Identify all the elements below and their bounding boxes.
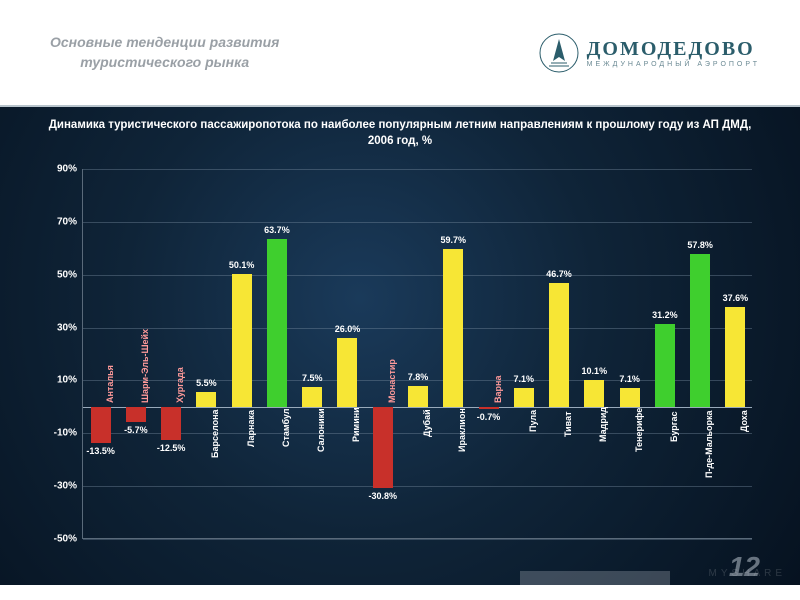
logo-icon: [539, 33, 579, 73]
bar-value-label: 7.5%: [302, 373, 323, 383]
bar-value-label: -13.5%: [86, 446, 115, 456]
bar-value-label: 7.8%: [408, 372, 429, 382]
category-label: Анталья: [105, 365, 115, 403]
bar: [443, 249, 463, 407]
gridline: [83, 433, 752, 434]
ytick-label: -10%: [54, 428, 77, 439]
category-label: Римини: [351, 407, 361, 442]
ytick-label: -50%: [54, 534, 77, 545]
plot-area: -50%-30%-10%10%30%50%70%90%-13.5%Анталья…: [82, 169, 752, 539]
gridline: [83, 169, 752, 170]
bar: [479, 407, 499, 409]
watermark: MYSHARE: [709, 568, 786, 579]
zero-line: [83, 407, 752, 408]
category-label: Барселона: [210, 409, 220, 458]
slide-title-line1: Основные тенденции развития: [50, 34, 279, 50]
ytick-label: 30%: [57, 322, 77, 333]
logo: ДОМОДЕДОВО МЕЖДУНАРОДНЫЙ АЭРОПОРТ: [539, 33, 760, 73]
footer-block: [520, 571, 670, 585]
slide-title-line2: туристического рынка: [80, 54, 249, 70]
bar-value-label: 37.6%: [723, 293, 749, 303]
category-label: Салоники: [316, 409, 326, 453]
bar-value-label: 50.1%: [229, 260, 255, 270]
ytick-label: 70%: [57, 216, 77, 227]
bar-value-label: 5.5%: [196, 378, 217, 388]
bar-value-label: 7.1%: [619, 374, 640, 384]
logo-subtitle: МЕЖДУНАРОДНЫЙ АЭРОПОРТ: [587, 61, 760, 68]
gridline: [83, 328, 752, 329]
category-label: Хургада: [175, 367, 185, 403]
bar-value-label: -0.7%: [477, 412, 501, 422]
logo-text-wrap: ДОМОДЕДОВО МЕЖДУНАРОДНЫЙ АЭРОПОРТ: [587, 38, 760, 68]
bar-value-label: 26.0%: [335, 324, 361, 334]
category-label: Ларнака: [246, 410, 256, 447]
gridline: [83, 222, 752, 223]
category-label: Бургас: [669, 412, 679, 443]
chart-title: Динамика туристического пассажиропотока …: [0, 107, 800, 155]
bar-value-label: 7.1%: [514, 374, 535, 384]
category-label: П-де-Мальорка: [704, 411, 714, 479]
category-label: Стамбул: [281, 409, 291, 448]
bar: [408, 386, 428, 407]
bar: [267, 239, 287, 407]
bar: [514, 388, 534, 407]
category-label: Мадрид: [598, 407, 608, 442]
bar: [549, 283, 569, 406]
bar: [584, 380, 604, 407]
bar-value-label: 10.1%: [582, 366, 608, 376]
bar: [725, 307, 745, 406]
category-label: Ираклион: [457, 409, 467, 453]
category-label: Варна: [493, 375, 503, 402]
bar: [161, 407, 181, 440]
category-label: Доха: [739, 410, 749, 432]
bar-value-label: 31.2%: [652, 310, 678, 320]
gridline: [83, 539, 752, 540]
bar-value-label: -5.7%: [124, 425, 148, 435]
bar-value-label: -30.8%: [368, 491, 397, 501]
gridline: [83, 486, 752, 487]
bar: [196, 392, 216, 407]
bar-value-label: -12.5%: [157, 443, 186, 453]
bar-value-label: 57.8%: [687, 240, 713, 250]
chart-area: Динамика туристического пассажиропотока …: [0, 105, 800, 585]
category-label: Дубай: [422, 409, 432, 437]
bar: [337, 338, 357, 407]
bar: [302, 387, 322, 407]
bar: [373, 407, 393, 488]
category-label: Пула: [528, 410, 538, 432]
bar-value-label: 59.7%: [440, 235, 466, 245]
slide-title: Основные тенденции развития туристическо…: [50, 33, 279, 72]
bar-value-label: 63.7%: [264, 225, 290, 235]
category-label: Монастир: [387, 359, 397, 403]
bar: [126, 407, 146, 422]
ytick-label: -30%: [54, 481, 77, 492]
header: Основные тенденции развития туристическо…: [0, 0, 800, 105]
category-label: Тенерифе: [634, 408, 644, 452]
ytick-label: 50%: [57, 269, 77, 280]
category-label: Шарм-Эль-Шейх: [140, 329, 150, 403]
bar: [620, 388, 640, 407]
logo-text: ДОМОДЕДОВО: [587, 38, 760, 61]
category-label: Тиват: [563, 411, 573, 437]
bar: [232, 274, 252, 406]
ytick-label: 90%: [57, 164, 77, 175]
bar-value-label: 46.7%: [546, 269, 572, 279]
bar: [655, 324, 675, 406]
bar: [91, 407, 111, 443]
bar: [690, 254, 710, 407]
gridline: [83, 275, 752, 276]
ytick-label: 10%: [57, 375, 77, 386]
